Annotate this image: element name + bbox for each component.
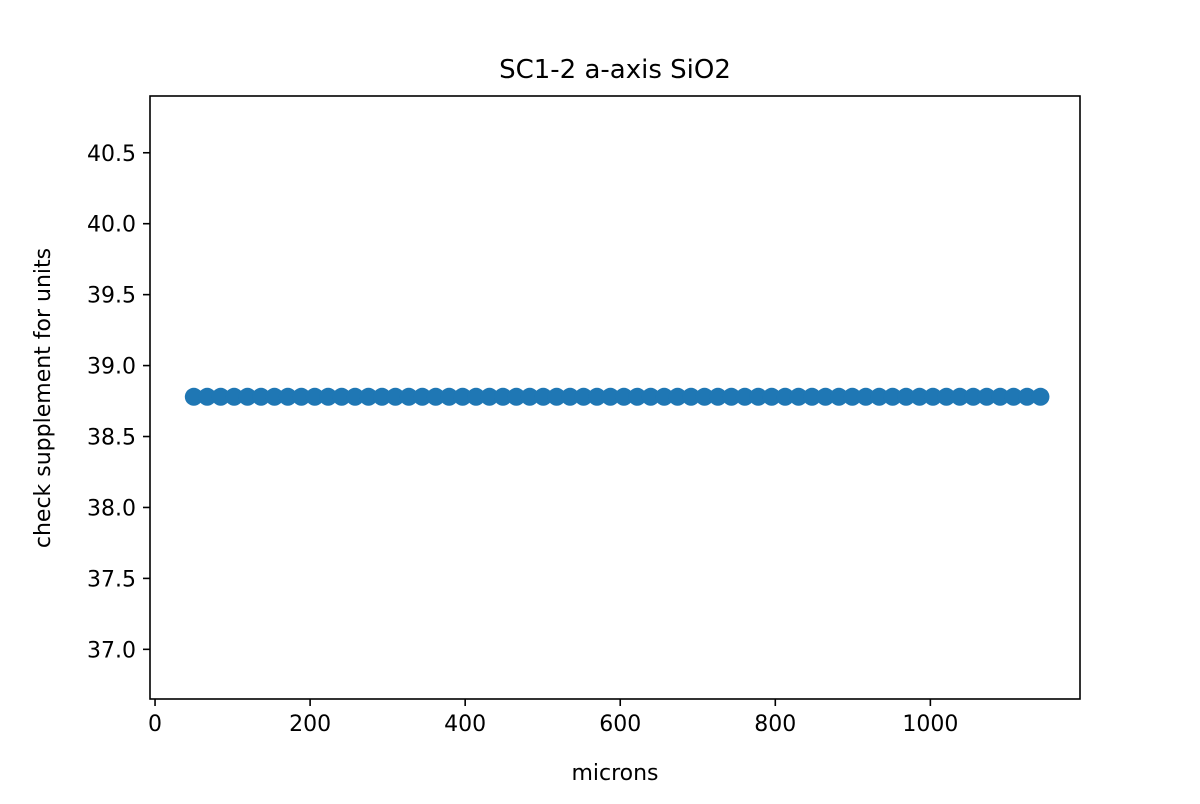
data-point xyxy=(426,387,445,406)
data-point xyxy=(762,387,781,406)
data-point xyxy=(923,387,942,406)
x-tick-label: 0 xyxy=(148,712,162,737)
data-point xyxy=(802,387,821,406)
data-point xyxy=(507,387,526,406)
x-axis-label: microns xyxy=(571,761,658,786)
y-tick-label: 39.0 xyxy=(87,355,136,380)
y-tick-label: 37.0 xyxy=(87,638,136,663)
data-point xyxy=(372,387,391,406)
data-point xyxy=(211,387,230,406)
data-point xyxy=(547,387,566,406)
data-point xyxy=(722,387,741,406)
data-point xyxy=(655,387,674,406)
x-tick-label: 200 xyxy=(289,712,331,737)
data-point xyxy=(413,387,432,406)
x-tick-label: 1000 xyxy=(902,712,958,737)
data-point xyxy=(305,387,324,406)
data-point xyxy=(346,387,365,406)
data-point xyxy=(708,387,727,406)
data-point xyxy=(574,387,593,406)
data-point xyxy=(292,387,311,406)
data-point xyxy=(950,387,969,406)
data-point xyxy=(332,387,351,406)
data-point xyxy=(440,387,459,406)
y-tick-label: 40.0 xyxy=(87,213,136,238)
data-point xyxy=(816,387,835,406)
data-point xyxy=(641,387,660,406)
data-point xyxy=(386,387,405,406)
y-tick-label: 38.5 xyxy=(87,426,136,451)
data-point xyxy=(453,387,472,406)
data-point xyxy=(870,387,889,406)
data-point xyxy=(493,387,512,406)
data-point xyxy=(252,387,271,406)
data-point xyxy=(789,387,808,406)
data-point xyxy=(776,387,795,406)
y-tick-label: 37.5 xyxy=(87,567,136,592)
data-point xyxy=(668,387,687,406)
data-point xyxy=(467,387,486,406)
data-point xyxy=(601,387,620,406)
data-point xyxy=(278,387,297,406)
x-axis-ticks: 0 200 400 600 800 1000 xyxy=(148,699,958,737)
data-point xyxy=(964,387,983,406)
data-point xyxy=(587,387,606,406)
x-tick-label: 400 xyxy=(444,712,486,737)
data-point xyxy=(1018,387,1037,406)
data-point xyxy=(265,387,284,406)
data-point xyxy=(910,387,929,406)
data-point xyxy=(749,387,768,406)
data-point xyxy=(561,387,580,406)
data-point xyxy=(238,387,257,406)
data-point xyxy=(614,387,633,406)
data-point xyxy=(520,387,539,406)
x-tick-label: 600 xyxy=(599,712,641,737)
data-point xyxy=(991,387,1010,406)
data-point xyxy=(359,387,378,406)
y-tick-label: 39.5 xyxy=(87,284,136,309)
data-point xyxy=(225,387,244,406)
data-point xyxy=(829,387,848,406)
data-point xyxy=(319,387,338,406)
y-axis-label: check supplement for units xyxy=(31,248,56,548)
data-points xyxy=(184,387,1050,406)
data-point xyxy=(480,387,499,406)
data-point xyxy=(735,387,754,406)
chart-title: SC1-2 a-axis SiO2 xyxy=(499,55,731,85)
data-point xyxy=(1004,387,1023,406)
y-axis-ticks: 37.0 37.5 38.0 38.5 39.0 39.5 40.0 40.5 xyxy=(87,142,150,663)
data-point xyxy=(184,387,203,406)
data-point xyxy=(695,387,714,406)
data-point xyxy=(856,387,875,406)
x-tick-label: 800 xyxy=(754,712,796,737)
data-point xyxy=(682,387,701,406)
data-point xyxy=(843,387,862,406)
data-point xyxy=(883,387,902,406)
data-point xyxy=(628,387,647,406)
y-tick-label: 40.5 xyxy=(87,142,136,167)
data-point xyxy=(1031,387,1050,406)
data-point xyxy=(534,387,553,406)
data-point xyxy=(897,387,916,406)
y-tick-label: 38.0 xyxy=(87,496,136,521)
plot-area-frame xyxy=(149,95,1081,700)
data-point xyxy=(399,387,418,406)
data-point xyxy=(977,387,996,406)
data-point xyxy=(937,387,956,406)
data-point xyxy=(198,387,217,406)
